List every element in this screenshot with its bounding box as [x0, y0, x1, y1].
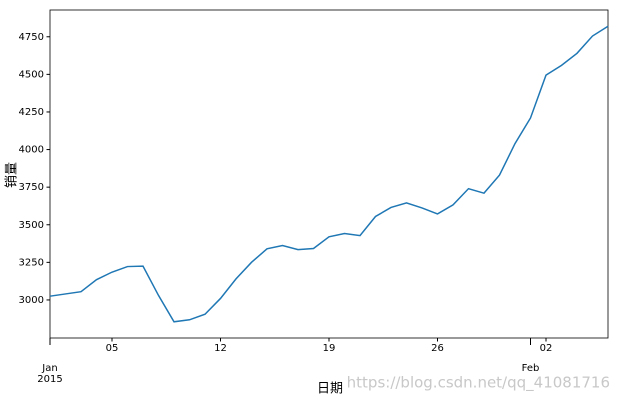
x-major-tick-label: Feb	[522, 363, 540, 374]
y-axis-label: 销量	[5, 162, 20, 188]
x-major-tick-sublabel: 2015	[37, 374, 62, 385]
y-tick-label: 4250	[19, 107, 44, 118]
y-tick-label: 4000	[19, 145, 44, 156]
x-major-tick-label: Jan	[41, 363, 57, 374]
y-tick-label: 3250	[19, 257, 44, 268]
y-tick-label: 3750	[19, 182, 44, 193]
watermark: https://blog.csdn.net/qq_41081716	[347, 374, 610, 393]
x-tick-label: 05	[106, 343, 119, 354]
x-tick-label: 02	[540, 343, 553, 354]
x-tick-label: 19	[323, 343, 336, 354]
y-tick-label: 3500	[19, 220, 44, 231]
x-tick-label: 26	[431, 343, 444, 354]
x-axis-label: 日期	[317, 382, 343, 397]
y-tick-label: 4750	[19, 32, 44, 43]
y-tick-label: 4500	[19, 69, 44, 80]
plot-frame	[49, 9, 609, 339]
y-tick-label: 3000	[19, 295, 44, 306]
data-line	[49, 25, 609, 323]
x-tick-label: 12	[214, 343, 227, 354]
